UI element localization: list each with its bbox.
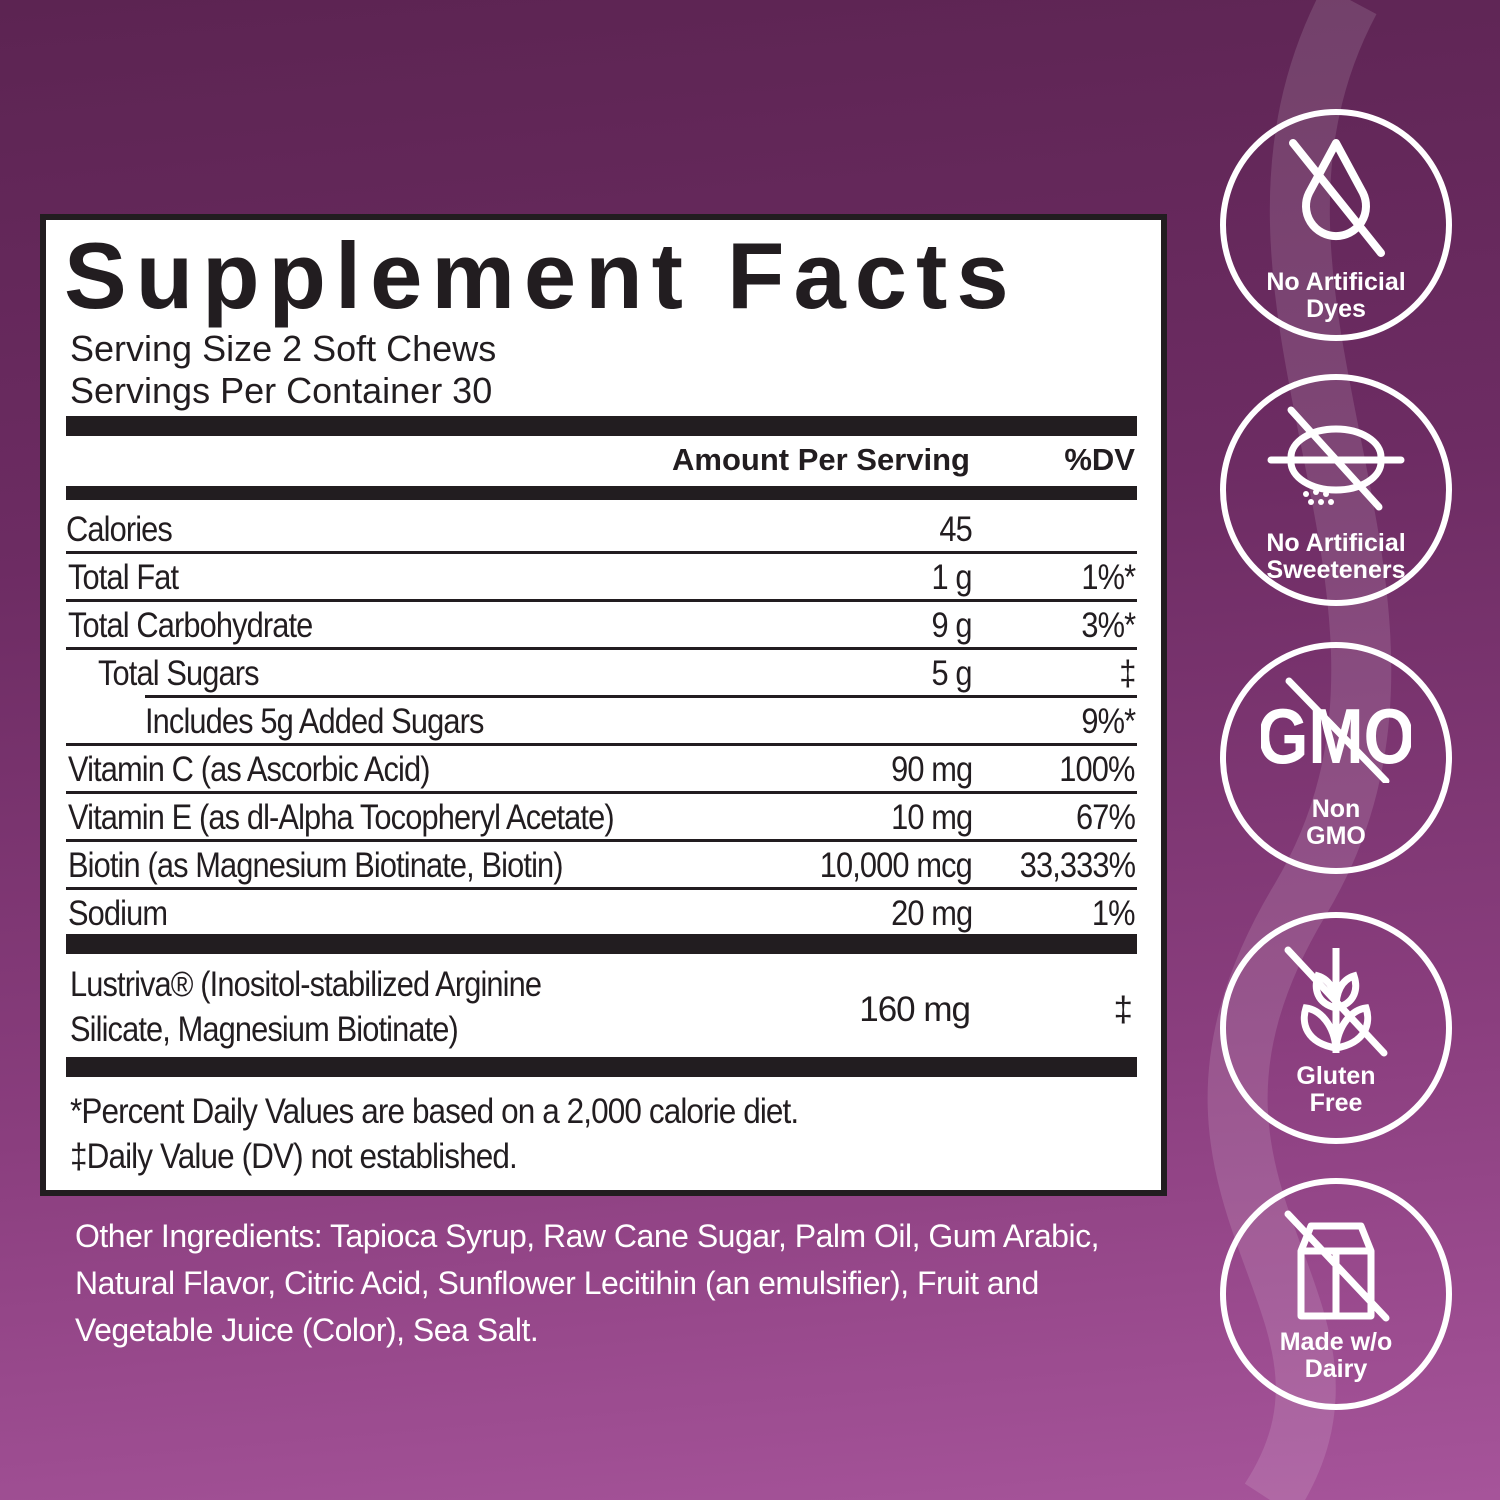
table-row: Calories 45: [66, 506, 1137, 554]
nutrient-dv: 67%: [1075, 798, 1136, 837]
footnote-dv: *Percent Daily Values are based on a 2,0…: [70, 1092, 799, 1131]
nutrient-amount: 9 g: [931, 606, 973, 645]
nutrient-dv: ‡: [1118, 654, 1136, 693]
table-row: Sodium 20 mg 1%: [66, 890, 1137, 938]
table-row: Vitamin C (as Ascorbic Acid) 90 mg 100%: [66, 746, 1137, 794]
nutrient-name: Total Sugars: [98, 654, 260, 693]
blend-line-1: Lustriva® (Inositol-stabilized Arginine: [70, 965, 542, 1004]
nutrient-name: Sodium: [68, 894, 168, 933]
svg-text:GMO: GMO: [1261, 693, 1411, 780]
servings-per-container: Servings Per Container 30: [70, 370, 493, 411]
nutrient-amount: 5 g: [931, 654, 973, 693]
badge-label: Made w/o Dairy: [1279, 1328, 1393, 1383]
divider-thick: [66, 1057, 1137, 1077]
badge-label: Non GMO: [1306, 795, 1366, 850]
other-ingredients: Other Ingredients: Tapioca Syrup, Raw Ca…: [75, 1218, 1099, 1348]
no-drop-icon: [1289, 139, 1385, 257]
blend-name: Lustriva® (Inositol-stabilized Arginine S…: [70, 962, 542, 1052]
supplement-facts-panel: Supplement Facts Serving Size 2 Soft Che…: [40, 214, 1167, 1196]
badge-label: Gluten Free: [1296, 1062, 1376, 1117]
badge-non-gmo: GMO Non GMO: [1220, 642, 1452, 874]
blend-dv: ‡: [1113, 990, 1133, 1029]
serving-size: Serving Size 2 Soft Chews: [70, 328, 497, 369]
divider-thick: [66, 416, 1137, 436]
no-milk-carton-icon: [1284, 1210, 1390, 1322]
divider-thick: [66, 934, 1137, 954]
table-row: Biotin (as Magnesium Biotinate, Biotin) 1…: [66, 842, 1137, 890]
nutrient-name: Vitamin C (as Ascorbic Acid): [68, 750, 431, 789]
nutrient-amount: 20 mg: [890, 894, 973, 933]
table-row: Total Sugars 5 g ‡: [98, 650, 1137, 698]
nutrient-dv: 3%*: [1081, 606, 1136, 645]
nutrient-name: Vitamin E (as dl-Alpha Tocopheryl Acetat…: [68, 798, 615, 837]
no-sweetener-icon: [1267, 406, 1405, 511]
nutrient-name: Total Carbohydrate: [68, 606, 313, 645]
table-row: Vitamin E (as dl-Alpha Tocopheryl Acetat…: [66, 794, 1137, 842]
badge-label: No Artificial Sweeteners: [1266, 529, 1406, 584]
nutrient-name: Total Fat: [68, 558, 179, 597]
badge-no-artificial-dyes: No Artificial Dyes: [1220, 109, 1452, 341]
nutrient-dv: 100%: [1059, 750, 1136, 789]
divider-thick: [66, 486, 1137, 500]
nutrient-dv: 1%: [1092, 894, 1136, 933]
nutrient-amount: 10 mg: [890, 798, 973, 837]
blend-line-2: Silicate, Magnesium Biotinate): [70, 1010, 459, 1049]
badge-made-without-dairy: Made w/o Dairy: [1220, 1178, 1452, 1410]
nutrient-dv: 1%*: [1081, 558, 1136, 597]
nutrient-name: Biotin (as Magnesium Biotinate, Biotin): [68, 846, 564, 885]
nutrient-dv: 9%*: [1081, 702, 1136, 741]
badge-no-artificial-sweeteners: No Artificial Sweeteners: [1220, 374, 1452, 606]
panel-title: Supplement Facts: [64, 223, 1018, 328]
dv-header: %DV: [1064, 442, 1135, 477]
footnote-not-established: ‡Daily Value (DV) not established.: [70, 1137, 518, 1176]
no-gmo-icon: GMO: [1261, 677, 1411, 783]
table-row: Includes 5g Added Sugars 9%*: [66, 698, 1137, 746]
blend-amount: 160 mg: [859, 990, 971, 1029]
badge-label: No Artificial Dyes: [1266, 268, 1406, 323]
badge-gluten-free: Gluten Free: [1220, 912, 1452, 1144]
nutrient-amount: 10,000 mcg: [819, 846, 973, 885]
nutrient-amount: 45: [939, 510, 972, 549]
nutrient-name: Calories: [66, 510, 173, 549]
nutrient-dv: 33,333%: [1019, 846, 1136, 885]
table-row: Total Carbohydrate 9 g 3%*: [66, 602, 1137, 650]
nutrient-name: Includes 5g Added Sugars: [145, 702, 484, 741]
nutrient-amount: 1 g: [931, 558, 973, 597]
amount-header: Amount Per Serving: [672, 442, 970, 477]
no-wheat-icon: [1284, 946, 1388, 1057]
nutrient-table: Calories 45 Total Fat 1 g 1%* Total Carbohy…: [66, 506, 1137, 938]
nutrient-amount: 90 mg: [890, 750, 973, 789]
table-row: Total Fat 1 g 1%*: [66, 554, 1137, 602]
